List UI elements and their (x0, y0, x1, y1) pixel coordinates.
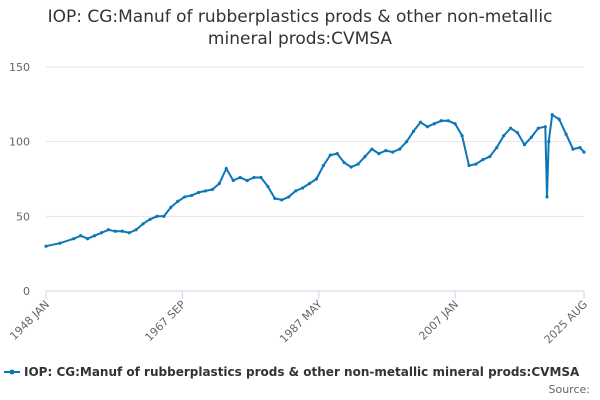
point (425, 125, 429, 129)
point (370, 147, 374, 151)
point (224, 166, 228, 171)
point (356, 162, 360, 166)
x-tick-label: 1948 JAN (7, 298, 52, 343)
y-tick-label: 50 (16, 210, 30, 223)
point (176, 199, 180, 203)
point (300, 186, 305, 190)
point (169, 205, 173, 209)
legend-symbol (9, 369, 15, 375)
point (266, 184, 270, 189)
point (571, 147, 575, 151)
point (543, 125, 547, 129)
x-tick-label: 1987 MAY (277, 298, 325, 346)
x-tick-label: 2025 AUG (542, 298, 591, 347)
point (86, 237, 90, 241)
point (280, 198, 284, 202)
y-tick-label: 100 (9, 136, 30, 149)
point (58, 241, 62, 245)
point (183, 195, 187, 199)
point (432, 122, 436, 126)
point (273, 196, 277, 201)
point (515, 131, 520, 135)
point (44, 244, 48, 248)
point (120, 229, 124, 233)
point (404, 140, 409, 144)
point (162, 214, 166, 218)
point (391, 150, 395, 154)
point (495, 146, 499, 150)
point (287, 195, 291, 199)
point (314, 177, 319, 181)
legend-label: IOP: CG:Manuf of rubberplastics prods & … (24, 365, 580, 379)
x-tick-label: 2007 JAN (416, 298, 461, 343)
point (547, 140, 551, 144)
point (467, 163, 471, 168)
point (418, 120, 423, 124)
point (127, 231, 131, 235)
point (522, 143, 527, 147)
point (349, 165, 353, 169)
point (411, 129, 416, 133)
point (328, 153, 332, 157)
legend: IOP: CG:Manuf of rubberplastics prods & … (4, 365, 580, 379)
point (557, 117, 561, 121)
point (141, 222, 145, 226)
point (453, 122, 457, 126)
point (536, 126, 540, 130)
point (92, 234, 97, 238)
point (99, 231, 104, 235)
point (488, 155, 492, 159)
point (550, 113, 554, 117)
point (342, 160, 346, 165)
point (446, 119, 450, 123)
y-tick-label: 0 (23, 285, 30, 298)
point (474, 162, 478, 166)
point (460, 134, 464, 138)
chart-title: IOP: CG:Manuf of rubberplastics prods & … (47, 7, 553, 49)
point (148, 217, 152, 221)
point (502, 134, 506, 138)
point (384, 149, 388, 153)
point (398, 147, 402, 151)
point (259, 175, 263, 180)
point (72, 237, 76, 241)
point (335, 152, 339, 156)
point (190, 193, 194, 198)
point (529, 135, 534, 139)
y-tick-label: 150 (9, 61, 30, 74)
point (252, 175, 256, 180)
point (564, 132, 568, 136)
point (238, 175, 242, 180)
x-tick-label: 1967 SEP (142, 298, 188, 344)
source: Source: (549, 383, 591, 396)
point (134, 228, 138, 232)
point (509, 126, 513, 130)
point (578, 146, 582, 150)
point (481, 157, 485, 162)
point (363, 155, 367, 159)
point (210, 187, 215, 192)
point (377, 152, 381, 156)
point (196, 190, 201, 195)
point (582, 150, 586, 154)
point (113, 229, 117, 233)
point (321, 163, 325, 168)
point (231, 178, 235, 183)
point (155, 214, 159, 218)
point (439, 119, 443, 123)
point (245, 178, 249, 183)
point (217, 181, 221, 186)
point (106, 228, 111, 232)
point (307, 181, 312, 186)
point (203, 189, 208, 193)
point (79, 234, 83, 238)
point (545, 195, 549, 199)
point (294, 189, 298, 193)
